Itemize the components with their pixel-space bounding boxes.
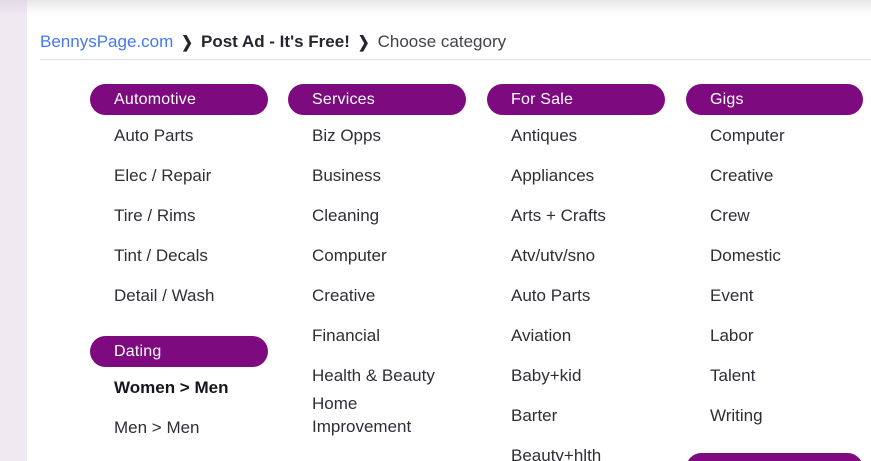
category-item-financial[interactable]: Financial bbox=[288, 315, 466, 355]
category-item-health-beauty[interactable]: Health & Beauty bbox=[288, 355, 466, 395]
category-item-creative[interactable]: Creative bbox=[288, 275, 466, 315]
category-item-atv-utv-sno[interactable]: Atv/utv/sno bbox=[487, 235, 665, 275]
category-item-label: Detail / Wash bbox=[114, 285, 215, 305]
category-items: Antiques Appliances Arts + Crafts Atv/ut… bbox=[487, 115, 665, 461]
category-item-domestic[interactable]: Domestic bbox=[686, 235, 863, 275]
category-item-label: Tire / Rims bbox=[114, 205, 196, 225]
category-item-computer[interactable]: Computer bbox=[288, 235, 466, 275]
category-item-label: Crew bbox=[710, 205, 750, 225]
category-pill-for-sale[interactable]: For Sale bbox=[487, 84, 665, 115]
category-column-automotive: Automotive Auto Parts Elec / Repair Tire… bbox=[90, 84, 268, 447]
category-item-label: Health & Beauty bbox=[312, 365, 435, 385]
category-item-label: Domestic bbox=[710, 245, 781, 265]
category-item-arts-crafts[interactable]: Arts + Crafts bbox=[487, 195, 665, 235]
category-column-gigs: Gigs Computer Creative Crew Domestic Eve… bbox=[686, 84, 863, 461]
category-item-label: Talent bbox=[710, 365, 756, 385]
category-item-label: Atv/utv/sno bbox=[511, 245, 596, 265]
category-item-label: Writing bbox=[710, 405, 763, 425]
left-margin-strip bbox=[0, 0, 27, 461]
category-item-label: Home Improvement bbox=[312, 394, 412, 436]
category-pill-gigs[interactable]: Gigs bbox=[686, 84, 863, 115]
category-item-business[interactable]: Business bbox=[288, 155, 466, 195]
category-pill-dating[interactable]: Dating bbox=[90, 336, 268, 367]
category-pill-services[interactable]: Services bbox=[288, 84, 466, 115]
category-item-label: Arts + Crafts bbox=[511, 205, 606, 225]
category-item-label: Antiques bbox=[511, 125, 578, 145]
category-item-label: Auto Parts bbox=[511, 285, 591, 305]
breadcrumb-divider bbox=[40, 59, 871, 60]
category-item-label: Creative bbox=[710, 165, 774, 185]
category-items: Auto Parts Elec / Repair Tire / Rims Tin… bbox=[90, 115, 268, 315]
category-item-detail-wash[interactable]: Detail / Wash bbox=[90, 275, 268, 315]
category-item-women-men[interactable]: Women > Men bbox=[90, 367, 268, 407]
category-item-antiques[interactable]: Antiques bbox=[487, 115, 665, 155]
breadcrumb-current-step: Choose category bbox=[377, 32, 507, 51]
category-item-baby-kid[interactable]: Baby+kid bbox=[487, 355, 665, 395]
category-item-computer[interactable]: Computer bbox=[686, 115, 863, 155]
category-column-services: Services Biz Opps Business Cleaning Comp… bbox=[288, 84, 466, 437]
category-item-creative[interactable]: Creative bbox=[686, 155, 863, 195]
category-item-barter[interactable]: Barter bbox=[487, 395, 665, 435]
category-item-label: Creative bbox=[312, 285, 376, 305]
category-item-appliances[interactable]: Appliances bbox=[487, 155, 665, 195]
category-item-biz-opps[interactable]: Biz Opps bbox=[288, 115, 466, 155]
category-item-label: Women > Men bbox=[114, 377, 229, 397]
category-item-label: Elec / Repair bbox=[114, 165, 212, 185]
category-item-label: Cleaning bbox=[312, 205, 380, 225]
category-item-aviation[interactable]: Aviation bbox=[487, 315, 665, 355]
category-item-men-men[interactable]: Men > Men bbox=[90, 407, 268, 447]
category-item-label: Beauty+hlth bbox=[511, 445, 602, 461]
category-items: Computer Creative Crew Domestic Event La… bbox=[686, 115, 863, 435]
category-item-label: Event bbox=[710, 285, 754, 305]
category-item-crew[interactable]: Crew bbox=[686, 195, 863, 235]
category-item-label: Financial bbox=[312, 325, 381, 345]
category-item-tire-rims[interactable]: Tire / Rims bbox=[90, 195, 268, 235]
breadcrumb-post-ad: Post Ad - It's Free! bbox=[200, 32, 350, 51]
category-item-label: Labor bbox=[710, 325, 754, 345]
category-column-for-sale: For Sale Antiques Appliances Arts + Craf… bbox=[487, 84, 665, 461]
category-item-label: Biz Opps bbox=[312, 125, 381, 145]
category-item-label: Aviation bbox=[511, 325, 572, 345]
category-item-auto-parts[interactable]: Auto Parts bbox=[90, 115, 268, 155]
category-item-talent[interactable]: Talent bbox=[686, 355, 863, 395]
category-pill-partial[interactable] bbox=[686, 453, 863, 461]
category-item-label: Business bbox=[312, 165, 381, 185]
category-item-home-improvement[interactable]: Home Improvement bbox=[288, 394, 466, 436]
category-item-auto-parts[interactable]: Auto Parts bbox=[487, 275, 665, 315]
category-item-beauty-hlth[interactable]: Beauty+hlth bbox=[487, 435, 665, 461]
category-pill-automotive[interactable]: Automotive bbox=[90, 84, 268, 115]
category-item-label: Auto Parts bbox=[114, 125, 194, 145]
category-item-writing[interactable]: Writing bbox=[686, 395, 863, 435]
category-item-cleaning[interactable]: Cleaning bbox=[288, 195, 466, 235]
category-item-elec-repair[interactable]: Elec / Repair bbox=[90, 155, 268, 195]
breadcrumb: BennysPage.com ❯ Post Ad - It's Free! ❯ … bbox=[40, 31, 506, 53]
category-item-label: Barter bbox=[511, 405, 558, 425]
breadcrumb-home-link[interactable]: BennysPage.com bbox=[40, 32, 174, 51]
category-item-label: Tint / Decals bbox=[114, 245, 208, 265]
chevron-right-icon: ❯ bbox=[357, 32, 370, 51]
category-item-label: Baby+kid bbox=[511, 365, 582, 385]
category-item-label: Men > Men bbox=[114, 417, 200, 437]
chevron-right-icon: ❯ bbox=[181, 32, 193, 51]
category-item-labor[interactable]: Labor bbox=[686, 315, 863, 355]
category-items: Women > Men Men > Men bbox=[90, 367, 268, 447]
category-item-tint-decals[interactable]: Tint / Decals bbox=[90, 235, 268, 275]
category-item-label: Computer bbox=[312, 245, 387, 265]
category-items: Biz Opps Business Cleaning Computer Crea… bbox=[288, 115, 466, 437]
category-item-label: Computer bbox=[710, 125, 785, 145]
category-item-event[interactable]: Event bbox=[686, 275, 863, 315]
category-item-label: Appliances bbox=[511, 165, 595, 185]
